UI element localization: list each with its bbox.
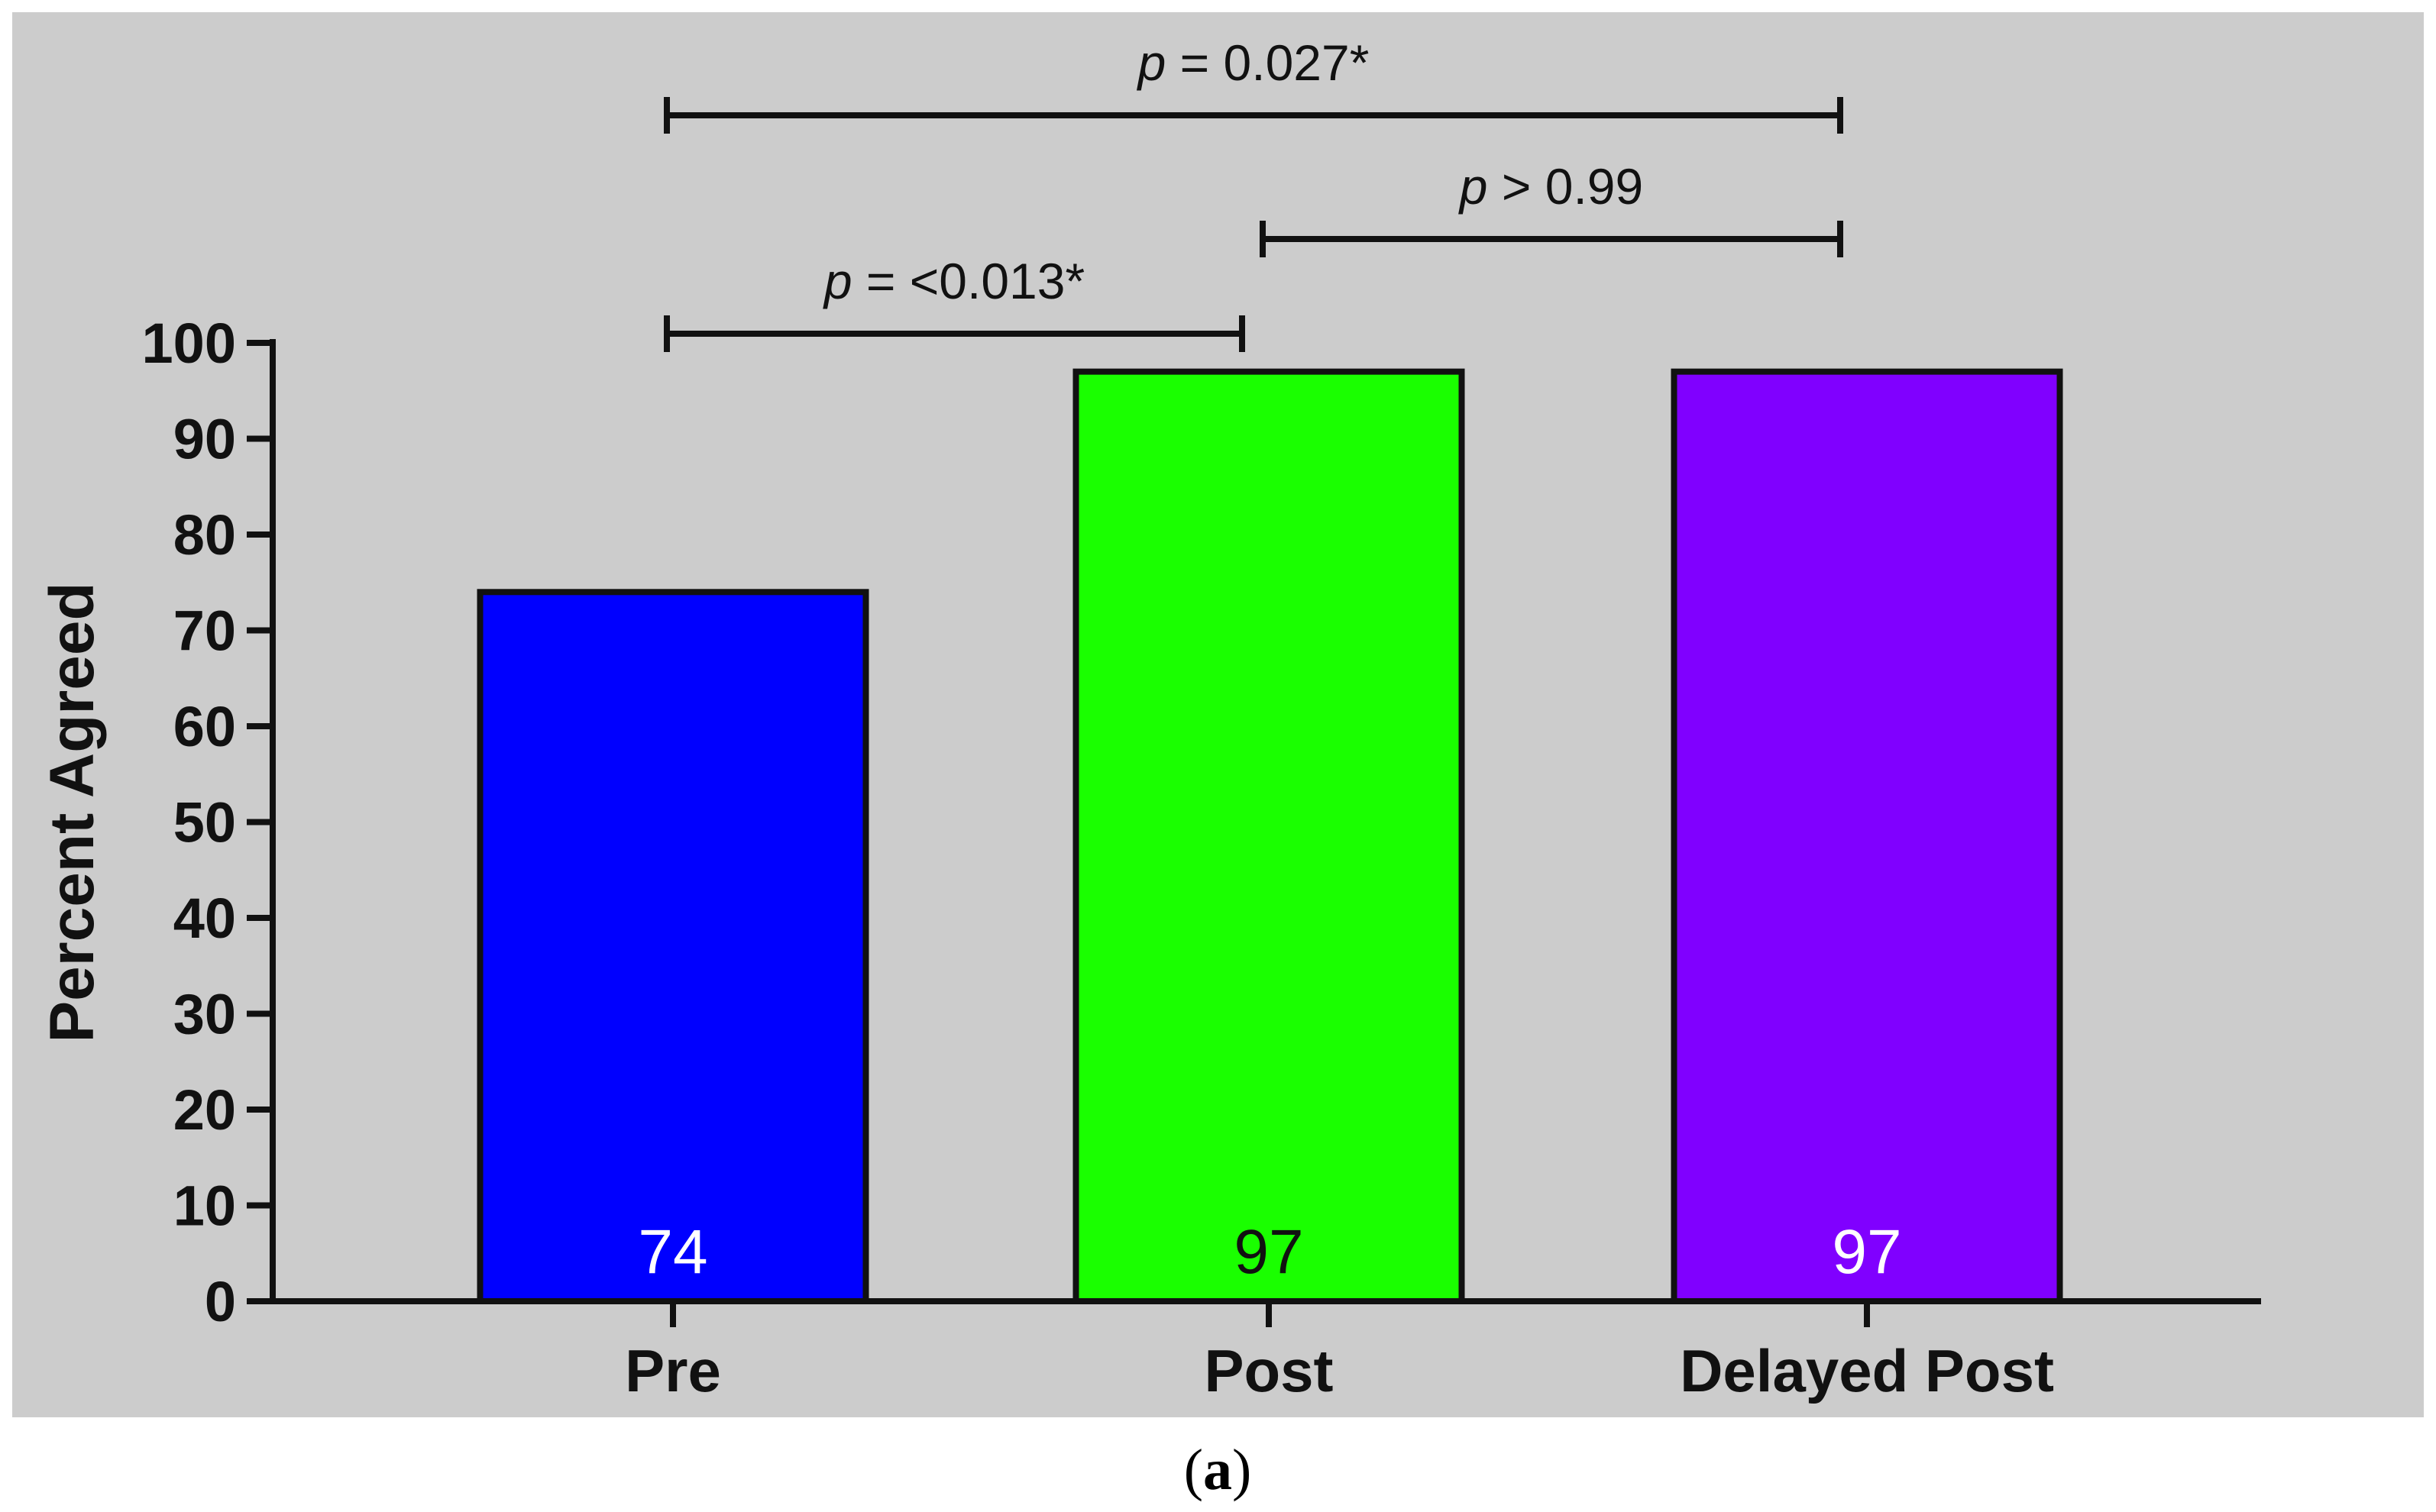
figure-caption: (a) — [1184, 1438, 1252, 1502]
significance-bracket: p > 0.99 — [1260, 158, 1843, 257]
bar — [1072, 368, 1465, 1304]
x-ticks: Pre Post Delayed Post — [625, 1301, 2054, 1404]
y-tick-label: 60 — [173, 695, 236, 758]
significance-bracket: p = <0.013* — [664, 253, 1245, 352]
p-value-label: p = <0.013* — [823, 253, 1085, 309]
x-tick-label: Post — [1204, 1337, 1333, 1404]
y-tick-label: 20 — [173, 1078, 236, 1142]
value-labels: 74 97 97 — [638, 1217, 1901, 1287]
p-symbol: p — [823, 253, 852, 309]
caption-open: ( — [1184, 1438, 1203, 1502]
x-tick-label: Pre — [625, 1337, 721, 1404]
bar-value-label: 97 — [1234, 1217, 1303, 1287]
y-tick-label: 40 — [173, 887, 236, 950]
p-value-text: = <0.013* — [852, 253, 1085, 309]
y-tick-label: 100 — [142, 312, 236, 375]
bar-value-label: 74 — [638, 1217, 707, 1287]
bar-value-label: 97 — [1832, 1217, 1901, 1287]
p-value-text: > 0.99 — [1488, 158, 1644, 215]
y-tick-label: 0 — [205, 1270, 236, 1333]
x-tick-label: Delayed Post — [1680, 1337, 2054, 1404]
bar — [477, 589, 869, 1304]
y-tick-label: 30 — [173, 983, 236, 1046]
y-tick-label: 10 — [173, 1174, 236, 1238]
p-value-text: = 0.027* — [1166, 34, 1369, 91]
y-tick-label: 70 — [173, 599, 236, 663]
significance-brackets: p = 0.027*p > 0.99p = <0.013* — [664, 34, 1843, 352]
p-symbol: p — [1137, 34, 1166, 91]
y-tick-label: 80 — [173, 503, 236, 567]
caption-letter: a — [1203, 1438, 1232, 1502]
bars — [477, 368, 2063, 1304]
bar — [1671, 368, 2063, 1304]
y-axis-title: Percent Agreed — [37, 582, 107, 1042]
y-tick-label: 50 — [173, 791, 236, 855]
caption-close: ) — [1232, 1438, 1251, 1502]
y-tick-label: 90 — [173, 408, 236, 471]
p-value-label: p > 0.99 — [1458, 158, 1643, 215]
p-symbol: p — [1458, 158, 1488, 215]
y-ticks: 0 10 20 30 40 50 60 70 80 90 100 — [142, 312, 273, 1333]
significance-bracket: p = 0.027* — [664, 34, 1843, 134]
p-value-label: p = 0.027* — [1137, 34, 1370, 91]
